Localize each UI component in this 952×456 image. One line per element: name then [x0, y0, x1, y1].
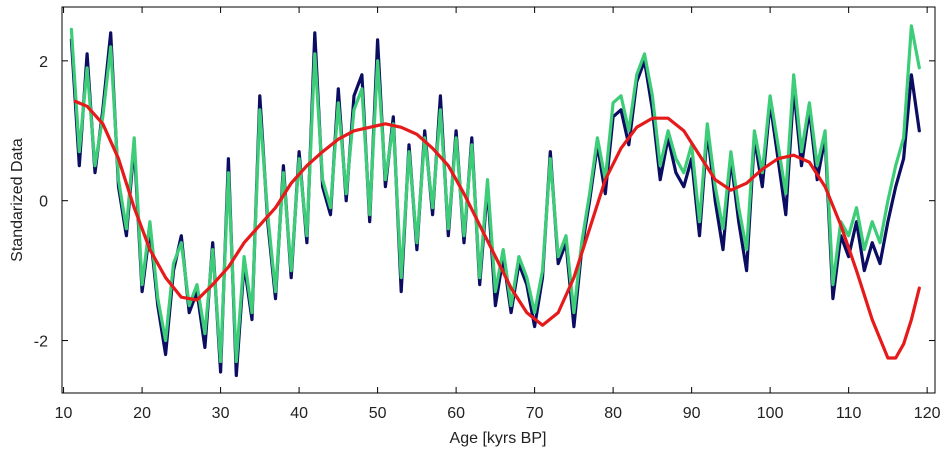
x-tick-label: 50	[369, 405, 387, 422]
x-tick-label: 20	[133, 405, 151, 422]
y-tick-label: 0	[39, 194, 48, 211]
x-tick-label: 120	[914, 405, 941, 422]
x-tick-label: 60	[447, 405, 465, 422]
x-tick-label: 10	[55, 405, 73, 422]
data-line	[69, 24, 921, 364]
x-tick-label: 100	[757, 405, 784, 422]
plot-frame	[61, 6, 936, 394]
x-tick-label: 40	[290, 405, 308, 422]
data-line	[73, 99, 921, 360]
x-tick-label: 30	[212, 405, 230, 422]
x-tick-label: 80	[604, 405, 622, 422]
x-tick-label: 110	[836, 405, 862, 422]
x-tick-label: 70	[526, 405, 544, 422]
y-tick-label: -2	[34, 334, 48, 351]
x-tick-label: 90	[683, 405, 701, 422]
y-axis-label: Standarized Data	[9, 138, 26, 262]
x-axis-label: Age [kyrs BP]	[450, 430, 547, 447]
y-tick-label: 2	[39, 54, 48, 71]
